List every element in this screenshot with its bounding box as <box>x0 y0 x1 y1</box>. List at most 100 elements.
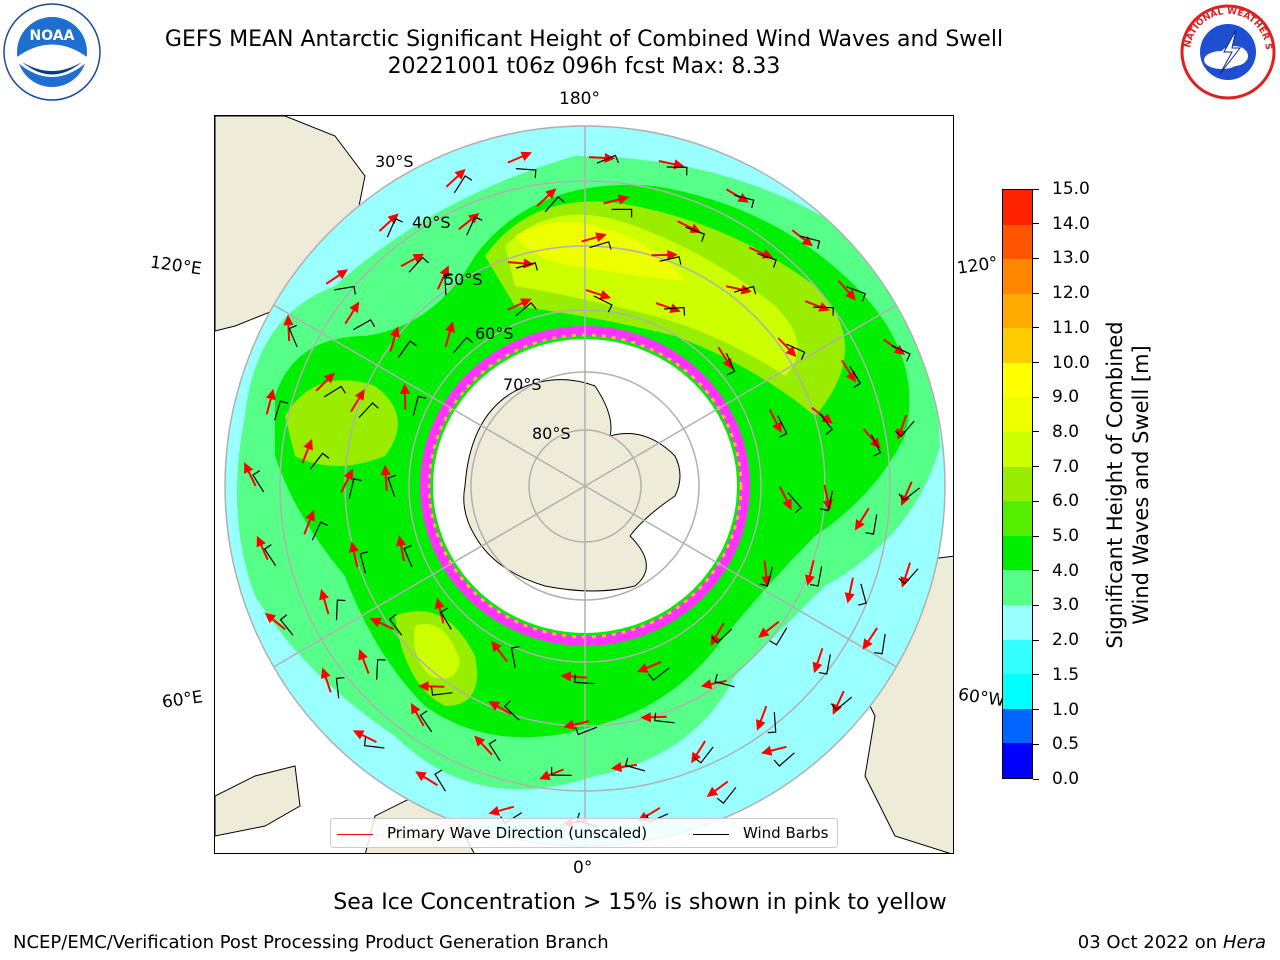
colorbar-segment <box>1003 189 1032 225</box>
wave-arrow-head <box>491 640 502 653</box>
wind-barb <box>434 769 446 792</box>
wind-barb <box>397 340 417 358</box>
wave-arrow-head <box>319 588 329 601</box>
wind-barb <box>874 633 886 655</box>
colorbar-tick <box>1033 604 1039 606</box>
wave-arrow-head <box>488 805 500 816</box>
wind-barb <box>288 324 298 348</box>
lon-label-60e: 60°E <box>160 687 205 713</box>
colorbar-segment <box>1003 224 1032 260</box>
wind-barb <box>335 599 346 621</box>
colorbar-segment <box>1003 674 1032 709</box>
wind-barb <box>716 787 737 804</box>
wave-arrow-head <box>844 592 855 604</box>
wave-arrow-head <box>801 235 813 247</box>
wind-barb <box>898 487 921 501</box>
wind-barb <box>453 336 474 354</box>
wind-barb <box>358 402 379 419</box>
lon-label-180: 180° <box>559 89 600 109</box>
wave-arrow-head <box>303 438 313 451</box>
wind-barb <box>818 654 831 675</box>
lon-label-120e: 120°E <box>148 252 203 280</box>
wind-barb <box>846 286 867 302</box>
wind-barb <box>403 545 413 568</box>
wind-barb <box>786 343 806 360</box>
colorbar-tick <box>1033 778 1039 780</box>
legend-swatch-wave <box>337 833 373 835</box>
colorbar-tick <box>1033 743 1039 745</box>
wave-arrow-head <box>305 509 315 522</box>
lat-label-60s: 60°S <box>475 324 514 343</box>
wind-barb <box>386 218 404 238</box>
wave-arrow-head <box>323 372 335 384</box>
lon-label-60w: 60°W <box>956 684 1007 712</box>
wave-arrow-head <box>595 232 607 243</box>
wave-arrow-head <box>854 519 865 531</box>
colorbar <box>1002 189 1033 779</box>
wind-barb <box>820 490 834 512</box>
wind-barb <box>335 676 345 699</box>
wave-arrow-head <box>862 638 873 650</box>
wave-arrow-head <box>560 671 572 682</box>
wind-barb <box>759 566 774 587</box>
footer-branch: NCEP/EMC/Verification Post Processing Pr… <box>13 932 609 953</box>
colorbar-tick <box>1033 223 1039 225</box>
colorbar-tick-label: 1.0 <box>1052 699 1080 720</box>
wind-barb <box>252 470 265 493</box>
colorbar-tick-label: 9.0 <box>1052 387 1080 408</box>
lat-label-50s: 50°S <box>444 270 483 289</box>
wind-barb <box>376 658 386 680</box>
wind-barb <box>596 154 620 164</box>
nws-logo: NATIONAL WEATHER SERVICE <box>1175 0 1278 102</box>
wind-barb <box>544 196 565 213</box>
colorbar-tick <box>1033 292 1039 294</box>
wave-arrow-head <box>390 326 400 338</box>
land-antarctica <box>463 379 681 592</box>
wind-barb <box>734 285 757 295</box>
wind-barb <box>515 168 537 179</box>
colorbar-tick-label: 0.0 <box>1052 769 1080 789</box>
wave-arrow-head <box>349 301 360 314</box>
wind-barb <box>810 566 823 587</box>
wave-arrow-head <box>488 701 501 711</box>
wave-arrow-head <box>256 535 266 548</box>
wave-arrow-head <box>354 389 365 401</box>
wind-barb <box>894 420 915 438</box>
colorbar-segment <box>1003 535 1032 571</box>
colorbar-segment <box>1003 328 1032 363</box>
lat-label-40s: 40°S <box>412 213 451 232</box>
wind-barb <box>589 241 612 250</box>
colorbar-segment <box>1003 743 1032 778</box>
wind-barb <box>654 712 675 724</box>
colorbar-tick <box>1033 362 1039 364</box>
wave-arrow-head <box>474 735 486 747</box>
wave-arrow-head <box>358 649 368 661</box>
colorbar-segment <box>1003 639 1032 675</box>
sea-ice-note: Sea Ice Concentration > 15% is shown in … <box>333 890 947 915</box>
wave-arrow-head <box>439 265 450 277</box>
wave-arrow-head <box>283 314 294 326</box>
wind-barb <box>363 737 385 749</box>
map-legend: Primary Wave Direction (unscaled) Wind B… <box>330 818 838 848</box>
wind-barb <box>412 395 427 416</box>
wave-arrow-head <box>520 151 533 162</box>
wave-arrow-head <box>539 770 551 780</box>
wave-arrow-head <box>396 535 407 547</box>
wave-arrow-head <box>352 730 365 740</box>
wind-barb <box>515 262 538 271</box>
legend-label-wave: Primary Wave Direction (unscaled) <box>387 824 648 842</box>
noaa-logo: NOAA <box>2 2 102 102</box>
lon-label-0: 0° <box>573 858 593 878</box>
wave-arrow-head <box>785 346 797 358</box>
wind-barb <box>849 365 862 388</box>
colorbar-tick-label: 6.0 <box>1052 491 1080 512</box>
wind-barb <box>503 700 520 721</box>
noaa-logo-text: NOAA <box>30 28 75 44</box>
chart-title: GEFS MEAN Antarctic Significant Height o… <box>164 27 1004 52</box>
colorbar-segment <box>1003 708 1032 744</box>
colorbar-title-line1: Significant Height of Combined <box>1103 321 1127 649</box>
wind-barb <box>453 175 473 194</box>
colorbar-tick <box>1033 535 1039 537</box>
colorbar-segment <box>1003 605 1032 640</box>
wind-barb <box>870 434 882 457</box>
